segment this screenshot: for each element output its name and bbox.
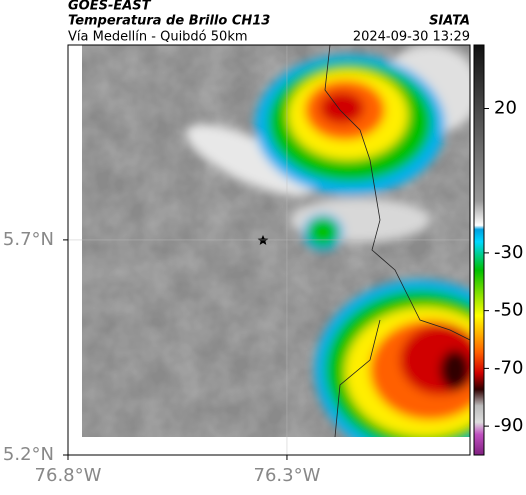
colorbar-tick-label: -30 (494, 242, 523, 263)
colorbar-tick-label: -50 (494, 300, 523, 321)
colorbar-tick-label: 20 (494, 98, 517, 119)
colorbar (473, 44, 485, 456)
colorbar-tick-label: -90 (494, 415, 523, 436)
map-frame (67, 44, 471, 456)
x-tick-label: 76.3°W (254, 465, 321, 486)
imagery (82, 45, 470, 437)
title: Temperatura de Brillo CH13 (68, 14, 270, 29)
colorbar-tick-label: -70 (494, 357, 523, 378)
source: GOES-EAST (68, 0, 152, 14)
y-tick-label: 5.2°N (3, 444, 54, 465)
x-tick-label: 76.8°W (35, 465, 102, 486)
org: SIATA (429, 14, 470, 29)
subtitle: Vía Medellín - Quibdó 50km (68, 30, 248, 45)
timestamp: 2024-09-30 13:29 (353, 30, 470, 45)
y-tick-label: 5.7°N (3, 229, 54, 250)
